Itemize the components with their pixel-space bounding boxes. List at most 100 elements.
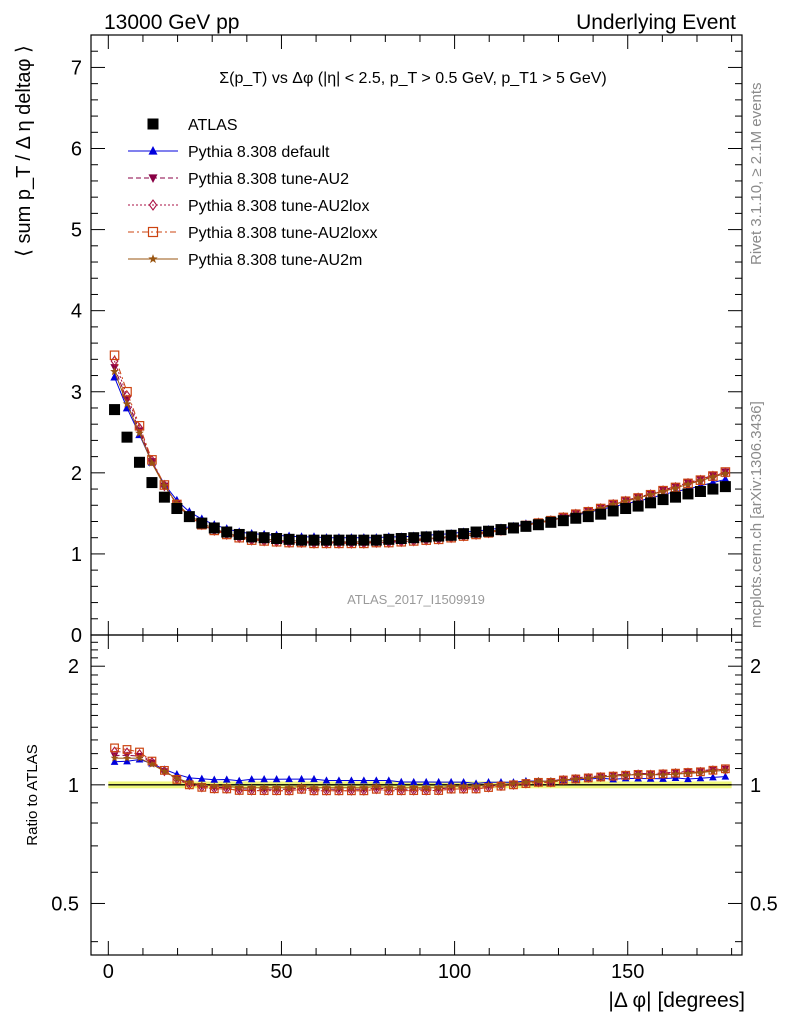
- legend-marker: [147, 226, 159, 238]
- data-point: [246, 531, 258, 543]
- ratio-point: [172, 774, 181, 782]
- data-point: [595, 508, 607, 520]
- data-point: [233, 528, 245, 540]
- ratio-point: [310, 774, 318, 783]
- y-tick-label: 1: [71, 544, 82, 566]
- analysis-type-label: Underlying Event: [576, 11, 736, 34]
- ratio-point: [148, 760, 156, 768]
- ratio-point: [422, 777, 430, 786]
- ratio-series: [110, 743, 730, 796]
- data-point: [445, 529, 457, 541]
- ratio-point: [671, 769, 680, 778]
- legend-label: Pythia 8.308 default: [188, 144, 330, 161]
- legend-label: Pythia 8.308 tune-AU2lox: [188, 198, 369, 215]
- ratio-point: [459, 777, 468, 786]
- ratio-point: [272, 774, 281, 783]
- ratio-point: [696, 768, 705, 777]
- ratio-point: [247, 775, 256, 783]
- ratio-point: [372, 776, 381, 784]
- y-tick-label: 3: [71, 382, 82, 404]
- ratio-point: [322, 776, 331, 784]
- data-point: [208, 522, 220, 534]
- ratio-point: [148, 756, 156, 767]
- legend-label: ATLAS: [188, 117, 238, 134]
- legend-entry: Pythia 8.308 default: [128, 144, 330, 161]
- ratio-point: [110, 743, 119, 753]
- y-tick-label: 7: [71, 57, 82, 79]
- ratio-point: [509, 779, 518, 787]
- data-point: [196, 517, 208, 529]
- data-point: [721, 474, 730, 483]
- data-point: [695, 475, 706, 485]
- ratio-point: [434, 777, 443, 786]
- x-tick-label: 0: [103, 961, 114, 983]
- data-point: [110, 372, 119, 381]
- data-point: [147, 455, 156, 467]
- data-point: [158, 491, 170, 503]
- y-tick-label: 5: [71, 220, 82, 242]
- data-point: [358, 534, 370, 546]
- ratio-point: [210, 775, 219, 783]
- data-point: [671, 483, 680, 492]
- ratio-point: [297, 782, 306, 790]
- x-axis-label: |Δ φ| [degrees]: [608, 989, 745, 1012]
- legend-label: Pythia 8.308 tune-AU2loxx: [188, 225, 377, 242]
- ratio-point: [609, 771, 618, 780]
- ratio-point: [434, 783, 443, 791]
- ratio-point: [721, 766, 730, 774]
- data-point: [483, 525, 495, 537]
- data-point: [670, 491, 682, 503]
- x-tick-label: 150: [611, 961, 644, 983]
- data-point: [110, 366, 119, 376]
- rivet-version-label: Rivet 3.1.10, ≥ 2.1M events: [748, 83, 765, 266]
- ratio-point: [222, 775, 231, 783]
- ratio-tick-label-right: 0.5: [750, 893, 778, 915]
- mcplots-label: mcplots.cern.ch [arXiv:1306.3436]: [748, 401, 765, 628]
- series-0: [109, 404, 731, 546]
- ratio-point: [684, 774, 692, 783]
- legend: ATLAS Pythia 8.308 default Pythia 8.308 tu…: [128, 117, 377, 269]
- legend-entry: ATLAS: [147, 117, 238, 134]
- data-point: [370, 534, 382, 546]
- data-point: [470, 526, 482, 538]
- data-point: [721, 467, 730, 479]
- ratio-point: [534, 776, 543, 785]
- data-point: [720, 467, 731, 477]
- ratio-point: [384, 783, 393, 792]
- ratio-point: [160, 767, 169, 775]
- ratio-point: [584, 773, 593, 782]
- data-point: [596, 503, 606, 513]
- data-point: [557, 515, 569, 527]
- data-point: [171, 503, 183, 515]
- ratio-point: [621, 771, 630, 779]
- ratio-point: [472, 782, 480, 790]
- ratio-point: [447, 782, 456, 790]
- ratio-tick-label-left: 1: [68, 775, 79, 797]
- ratio-point: [247, 783, 256, 792]
- legend-entry: Pythia 8.308 tune-AU2lox: [128, 198, 369, 215]
- ratio-line: [114, 754, 726, 790]
- data-point: [458, 528, 470, 540]
- data-point: [682, 488, 694, 500]
- ratio-point: [559, 775, 568, 784]
- data-point: [183, 511, 195, 523]
- ratio-point: [721, 764, 730, 775]
- data-point: [121, 431, 133, 443]
- data-point: [645, 497, 657, 509]
- ratio-point: [185, 773, 194, 781]
- ratio-point: [210, 782, 219, 790]
- y-tick-label: 6: [71, 139, 82, 161]
- ratio-point: [297, 774, 306, 783]
- ratio-point: [546, 777, 555, 785]
- data-point: [607, 505, 619, 517]
- data-point: [632, 500, 644, 512]
- data-point: [719, 481, 731, 493]
- data-point: [109, 350, 120, 361]
- ratio-tick-label-right: 1: [750, 775, 761, 797]
- ratio-point: [708, 765, 718, 775]
- legend-marker: [148, 146, 158, 155]
- legend-marker: [148, 254, 158, 263]
- ratio-point: [197, 780, 206, 789]
- collision-label: 13000 GeV pp: [104, 11, 239, 34]
- data-point: [383, 533, 395, 545]
